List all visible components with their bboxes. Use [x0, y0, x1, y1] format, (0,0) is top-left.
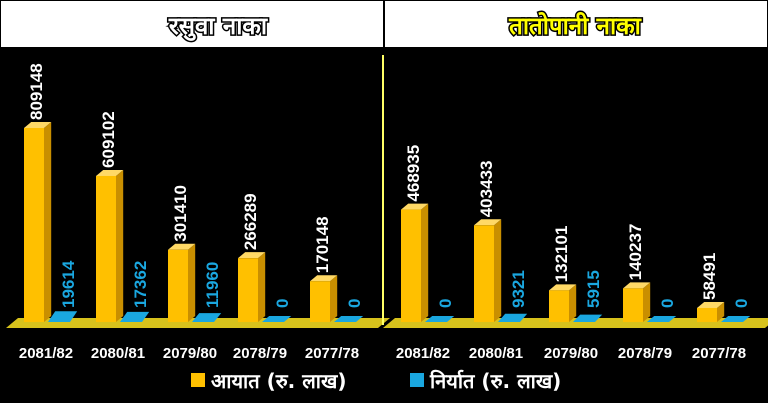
export-value-label: 0 [732, 299, 751, 308]
import-bar [96, 169, 124, 322]
import-value-label: 266289 [241, 193, 260, 250]
import-value-label: 809148 [27, 63, 46, 120]
legend-import-swatch [191, 373, 205, 387]
import-bar [238, 252, 266, 322]
category-tick-label: 2081/82 [396, 345, 450, 362]
category-tick-label: 2081/82 [19, 345, 73, 362]
export-bar [48, 311, 78, 322]
export-bar [425, 316, 455, 322]
import-value-label: 403433 [477, 161, 496, 218]
export-bar [262, 316, 292, 322]
legend-export-swatch [410, 373, 424, 387]
export-bar [573, 314, 603, 322]
category-tick-label: 2080/81 [469, 345, 523, 362]
chart-title: रसुवा नाका [168, 12, 268, 41]
category-tick-label: 2077/78 [692, 345, 746, 362]
panel-title-box-right [385, 1, 767, 47]
legend-export-label: निर्यात (रु. लाख) [429, 369, 561, 393]
export-bar [721, 316, 751, 322]
chart-title: तातोपानी नाका [508, 12, 641, 40]
category-tick-label: 2077/78 [305, 345, 359, 362]
import-value-label: 140237 [626, 224, 645, 281]
export-bar [647, 316, 677, 322]
import-bar [168, 243, 196, 322]
import-bar [24, 122, 52, 322]
import-value-label: 301410 [171, 185, 190, 242]
chart-panel-1: रसुवा नाका 809148 19614 2081/82 609102 17362 2… [6, 11, 390, 362]
export-value-label: 0 [658, 299, 677, 308]
import-bar [623, 282, 651, 322]
category-tick-label: 2078/79 [233, 345, 287, 362]
legend: आयात (रु. लाख) निर्यात (रु. लाख) [191, 369, 561, 393]
import-value-label: 609102 [99, 111, 118, 168]
export-bar [334, 316, 364, 322]
export-value-label: 5915 [584, 270, 603, 308]
import-value-label: 132101 [552, 226, 571, 283]
import-bar [310, 275, 338, 322]
import-bar [401, 203, 429, 322]
category-tick-label: 2079/80 [163, 345, 217, 362]
export-bar [498, 313, 528, 322]
chart-panel-2: तातोपानी नाका 468935 0 2081/82 403433 9321 208… [383, 11, 768, 362]
export-value-label: 0 [345, 299, 364, 308]
panel-title-box-left [1, 1, 383, 47]
export-value-label: 9321 [509, 270, 528, 308]
export-bar [192, 313, 222, 322]
import-value-label: 468935 [404, 145, 423, 202]
category-tick-label: 2079/80 [544, 345, 598, 362]
import-bar [474, 219, 502, 322]
import-value-label: 170148 [313, 216, 332, 273]
category-tick-label: 2078/79 [618, 345, 672, 362]
import-value-label: 58491 [700, 253, 719, 300]
panels-layer: रसुवा नाका 809148 19614 2081/82 609102 17362 2… [1, 1, 768, 362]
export-value-label: 0 [273, 299, 292, 308]
export-value-label: 0 [436, 299, 455, 308]
export-bar [120, 311, 150, 322]
export-value-label: 19614 [59, 260, 78, 308]
category-tick-label: 2080/81 [91, 345, 145, 362]
export-value-label: 17362 [131, 261, 150, 308]
export-value-label: 11960 [203, 262, 222, 308]
legend-import-label: आयात (रु. लाख) [211, 369, 347, 393]
import-bar [549, 284, 577, 322]
import-bar [697, 301, 725, 322]
